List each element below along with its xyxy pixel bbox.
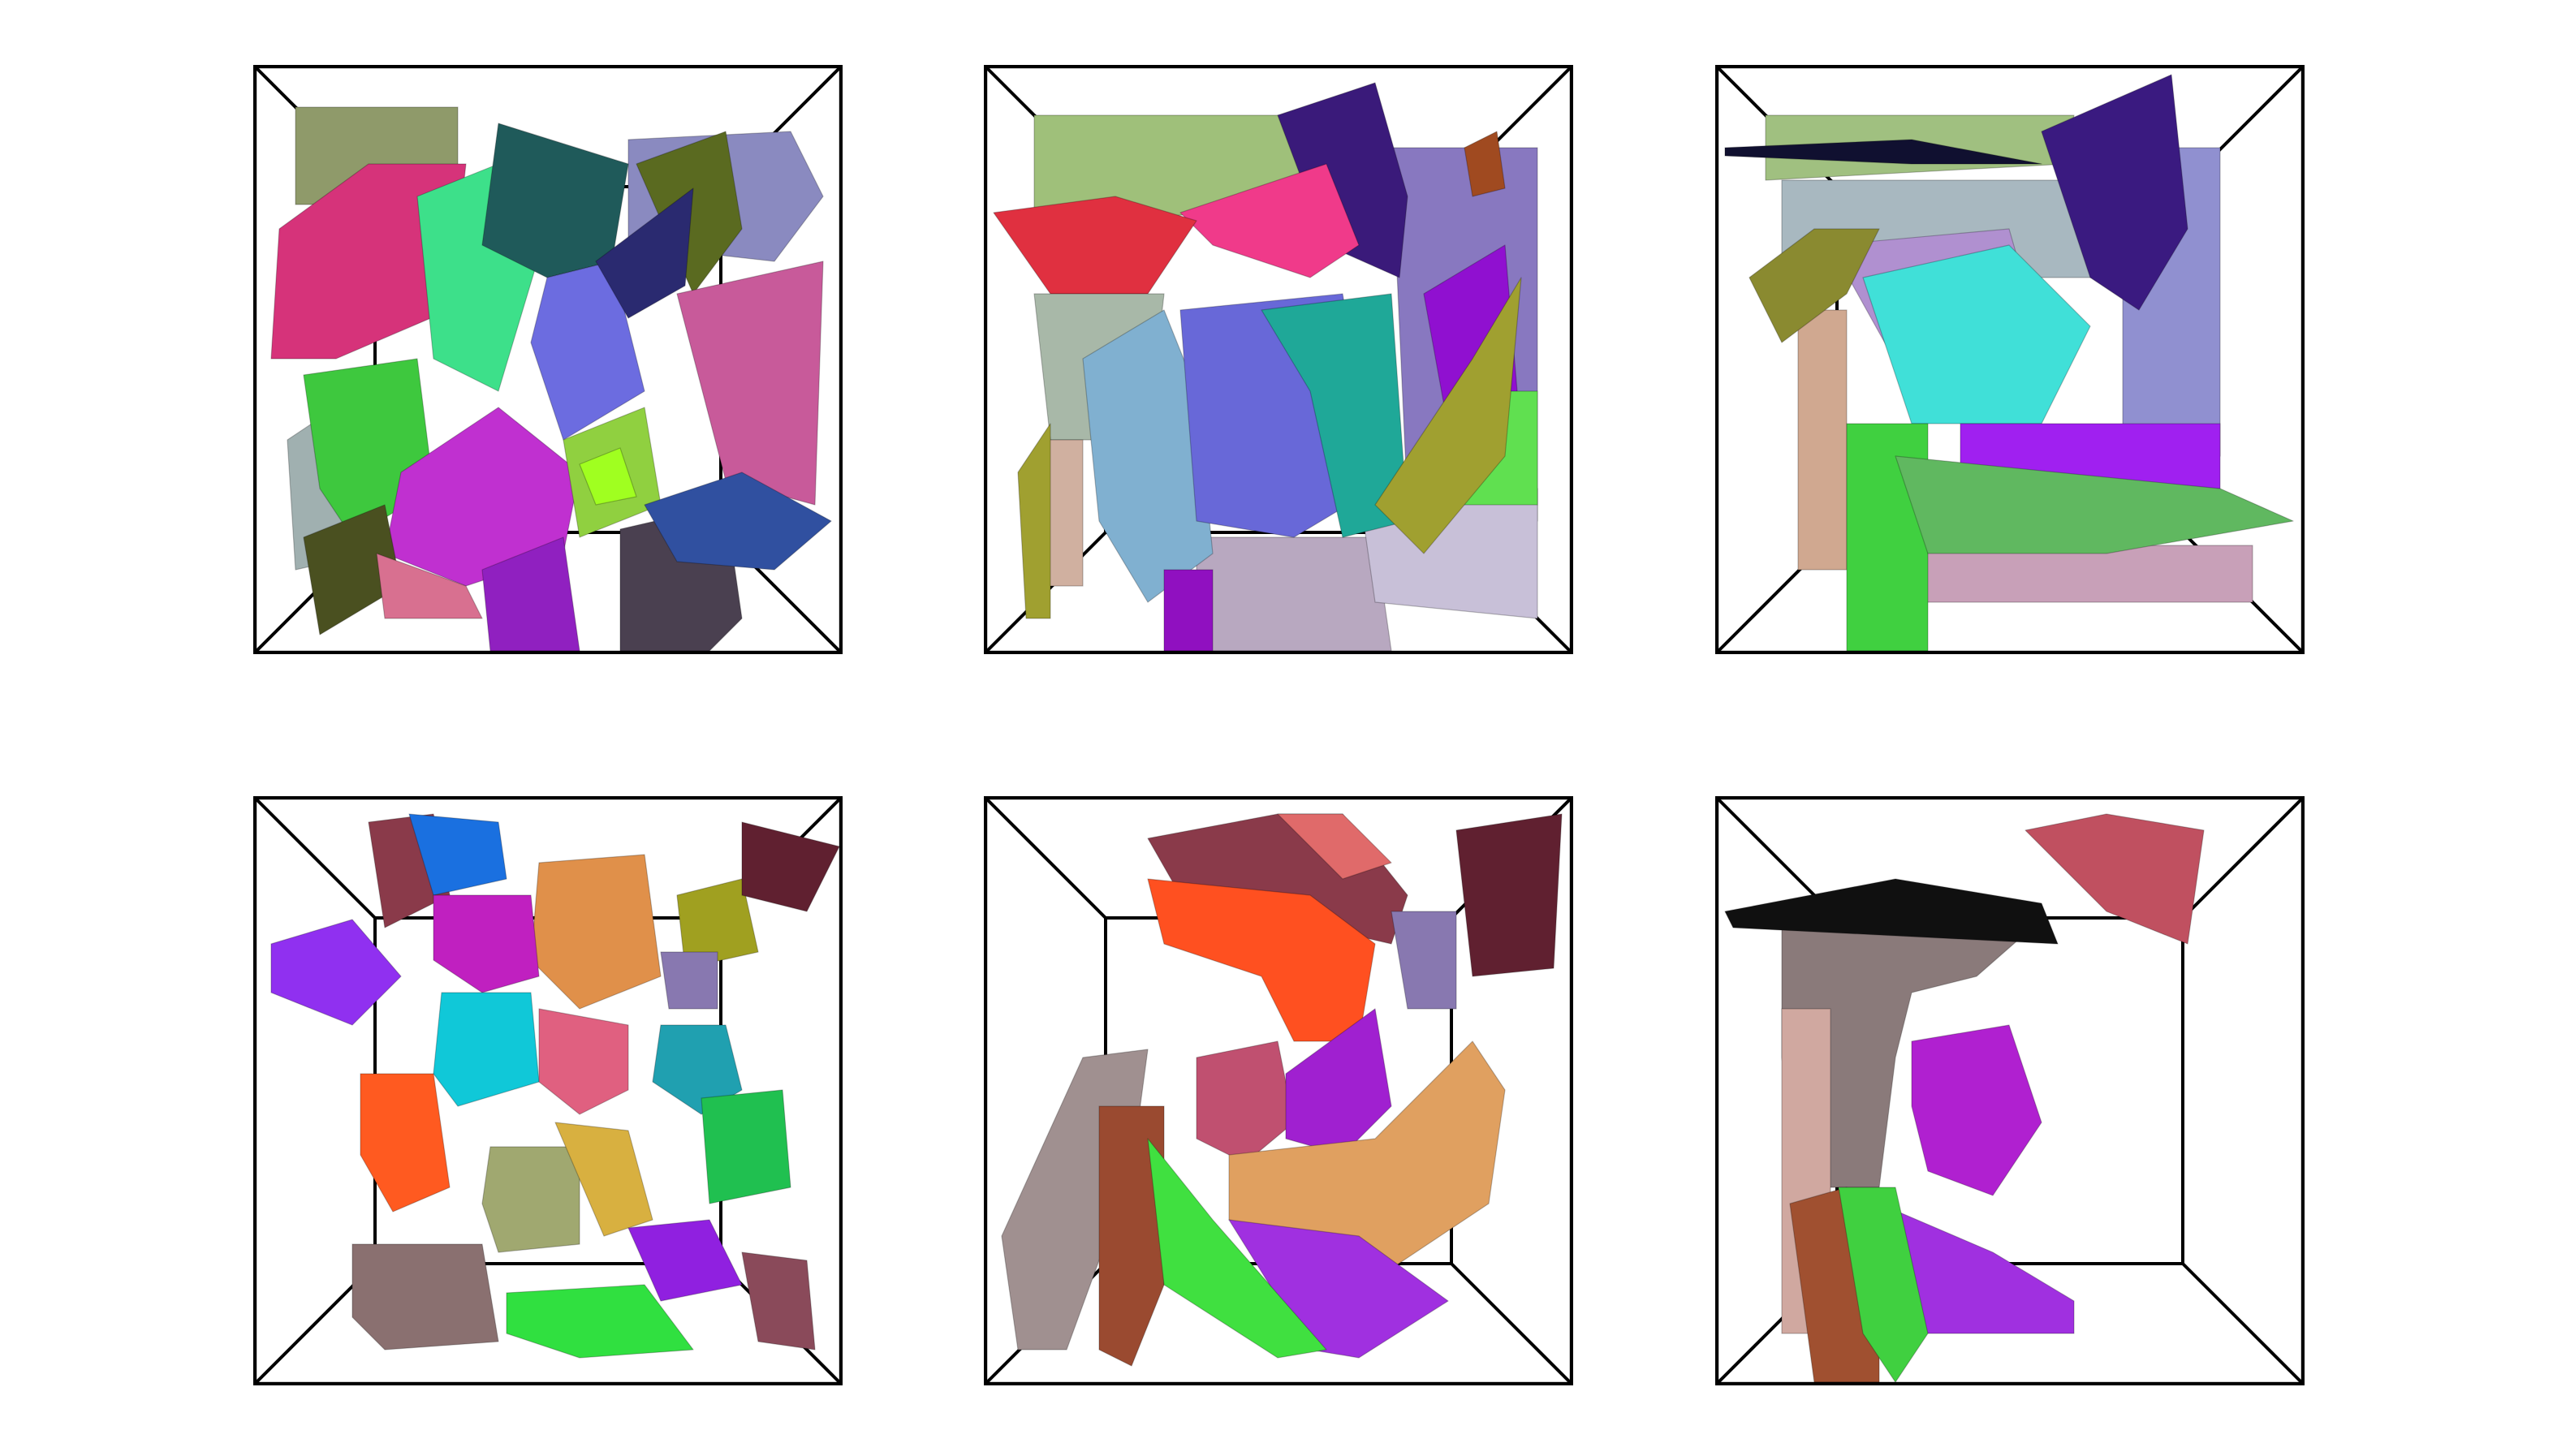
surface-patch (741, 821, 840, 912)
surface-patch (741, 1251, 816, 1350)
surface-patch (1147, 878, 1376, 1042)
surface-patch (676, 878, 759, 969)
surface-patch (1724, 878, 2059, 945)
surface-patch (595, 187, 694, 319)
surface-patch (1261, 293, 1408, 538)
panel (984, 796, 1573, 1385)
surface-patch (644, 472, 832, 571)
surface-patch (1098, 1105, 1165, 1367)
surface-patch (376, 553, 483, 619)
surface-patch (351, 1243, 499, 1350)
surface-patch (1464, 131, 1506, 197)
surface-patch (530, 854, 662, 1010)
surface-patch (1911, 1024, 2042, 1196)
surface-patch (2041, 74, 2188, 311)
surface-patch (1455, 813, 1563, 977)
surface-patch (506, 1284, 694, 1359)
panel (1715, 796, 2305, 1385)
panel (253, 65, 843, 654)
surface-patch (1082, 309, 1214, 603)
surface-patch (1277, 813, 1392, 880)
surface-patch (1838, 1187, 1929, 1383)
surface-patch (433, 992, 540, 1107)
surface-patch (579, 447, 637, 506)
surface-patch (1196, 536, 1392, 652)
surface-patch (1895, 455, 2294, 554)
frame-outline (1715, 796, 2305, 1385)
panel (253, 796, 843, 1385)
frame-outline (984, 796, 1573, 1385)
surface-patch (408, 813, 507, 896)
surface-patch (1797, 309, 1848, 571)
surface-patch (1147, 1138, 1327, 1359)
surface-patch (2024, 813, 2205, 945)
frame-outline (253, 796, 843, 1385)
surface-patch (1017, 423, 1051, 619)
surface-patch (481, 1146, 580, 1253)
surface-patch (1724, 139, 2042, 165)
frame-outline (253, 65, 843, 654)
surface-patch (538, 1008, 629, 1115)
surface-patch (360, 1073, 451, 1213)
surface-patch (993, 196, 1197, 295)
surface-patch (701, 1089, 791, 1204)
panel (984, 65, 1573, 654)
surface-patch (1374, 277, 1522, 554)
panel (1715, 65, 2305, 654)
surface-patch (270, 919, 402, 1026)
surface-patch (554, 1122, 653, 1237)
surface-patch (1179, 163, 1360, 278)
frame-outline (1715, 65, 2305, 654)
surface-patch (627, 1219, 743, 1302)
surface-patch (1749, 228, 1880, 343)
surface-patch (1862, 244, 2091, 424)
surface-patch (1285, 1008, 1392, 1156)
surface-patch (660, 951, 718, 1010)
surface-patch (676, 261, 824, 506)
surface-patch (1196, 1040, 1295, 1164)
surface-patch (1163, 569, 1214, 652)
frame-outline (984, 65, 1573, 654)
surface-patch (433, 894, 540, 993)
surface-patch (1391, 911, 1457, 1010)
